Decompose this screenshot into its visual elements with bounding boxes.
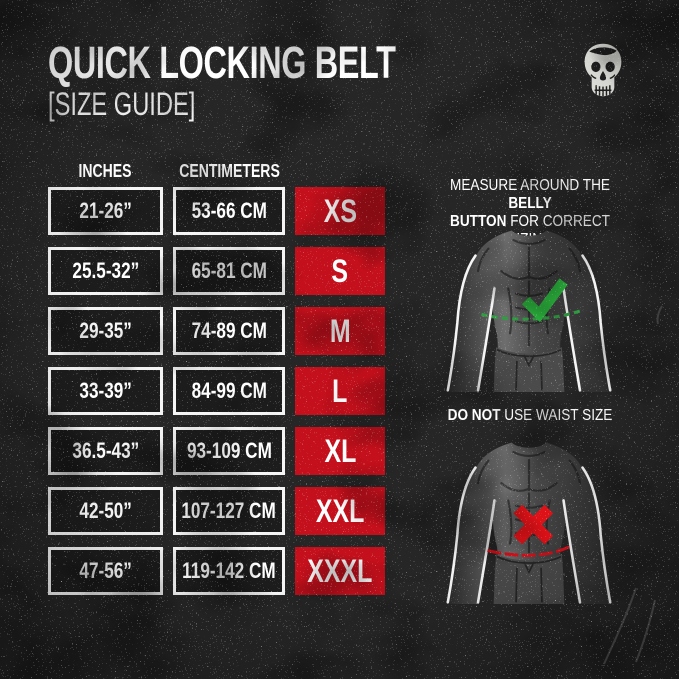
page-subtitle: [SIZE GUIDE] (48, 86, 196, 122)
torso-correct-figure (446, 230, 612, 393)
waist-warning: DO NOT USE WAIST SIZE (435, 407, 625, 425)
centimeters-cell: 119-142 CM (173, 547, 285, 595)
column-header-centimeters: CENTIMETERS (173, 161, 285, 181)
inches-cell: 33-39” (48, 367, 163, 415)
size-badge: XL (295, 427, 385, 475)
size-badge: S (295, 247, 385, 295)
size-label: XXXL (307, 552, 373, 589)
size-label: L (332, 372, 348, 409)
measure-text-bold: BELLY (508, 195, 552, 212)
size-label: XS (323, 192, 357, 229)
table-row: 25.5-32” 65-81 CM S (48, 247, 385, 295)
column-header-size-spacer (295, 163, 385, 180)
measure-text-part: MEASURE AROUND THE (450, 177, 610, 194)
column-header-inches: INCHES (48, 161, 163, 181)
page-title: QUICK LOCKING BELT (48, 37, 396, 88)
size-badge: L (295, 367, 385, 415)
table-row: 36.5-43” 93-109 CM XL (48, 427, 385, 475)
centimeters-cell: 74-89 CM (173, 307, 285, 355)
centimeters-value: 65-81 CM (191, 258, 267, 283)
centimeters-cell: 65-81 CM (173, 247, 285, 295)
size-label: M (329, 312, 351, 349)
table-row: 33-39” 84-99 CM L (48, 367, 385, 415)
inches-cell: 42-50” (48, 487, 163, 535)
centimeters-value: 119-142 CM (182, 558, 276, 583)
waist-warning-bold: DO NOT (447, 407, 501, 424)
column-header-centimeters-label: CENTIMETERS (178, 161, 280, 181)
centimeters-cell: 53-66 CM (173, 187, 285, 235)
table-row: 21-26” 53-66 CM XS (48, 187, 385, 235)
inches-value: 25.5-32” (72, 258, 139, 283)
inches-cell: 29-35” (48, 307, 163, 355)
inches-value: 29-35” (79, 318, 132, 343)
inches-cell: 25.5-32” (48, 247, 163, 295)
torso-incorrect-figure (446, 442, 612, 605)
centimeters-value: 93-109 CM (186, 438, 272, 463)
inches-value: 21-26” (79, 198, 132, 223)
size-badge: XXXL (295, 547, 385, 595)
table-row: 42-50” 107-127 CM XXL (48, 487, 385, 535)
centimeters-value: 84-99 CM (191, 378, 267, 403)
inches-value: 42-50” (79, 498, 132, 523)
centimeters-value: 53-66 CM (191, 198, 267, 223)
size-label: XL (324, 432, 356, 469)
table-header: INCHES CENTIMETERS (48, 161, 385, 181)
size-badge: XS (295, 187, 385, 235)
size-table: INCHES CENTIMETERS 21-26” 53-66 CM XS 25… (48, 161, 385, 607)
inches-cell: 36.5-43” (48, 427, 163, 475)
centimeters-cell: 84-99 CM (173, 367, 285, 415)
centimeters-value: 74-89 CM (191, 318, 267, 343)
inches-cell: 47-56” (48, 547, 163, 595)
inches-cell: 21-26” (48, 187, 163, 235)
size-label: S (331, 252, 349, 289)
size-badge: M (295, 307, 385, 355)
centimeters-cell: 107-127 CM (173, 487, 285, 535)
table-row: 29-35” 74-89 CM M (48, 307, 385, 355)
table-row: 47-56” 119-142 CM XXXL (48, 547, 385, 595)
size-badge: XXL (295, 487, 385, 535)
centimeters-value: 107-127 CM (181, 498, 277, 523)
centimeters-cell: 93-109 CM (173, 427, 285, 475)
inches-value: 47-56” (79, 558, 132, 583)
column-header-inches-label: INCHES (78, 161, 133, 181)
size-label: XXL (315, 492, 365, 529)
inches-value: 33-39” (79, 378, 132, 403)
inches-value: 36.5-43” (72, 438, 139, 463)
torso-figure (446, 230, 612, 393)
measure-instruction-line1: MEASURE AROUND THE BELLY (435, 177, 625, 213)
waist-warning-part: USE WAIST SIZE (500, 407, 613, 424)
skull-icon (584, 43, 622, 97)
